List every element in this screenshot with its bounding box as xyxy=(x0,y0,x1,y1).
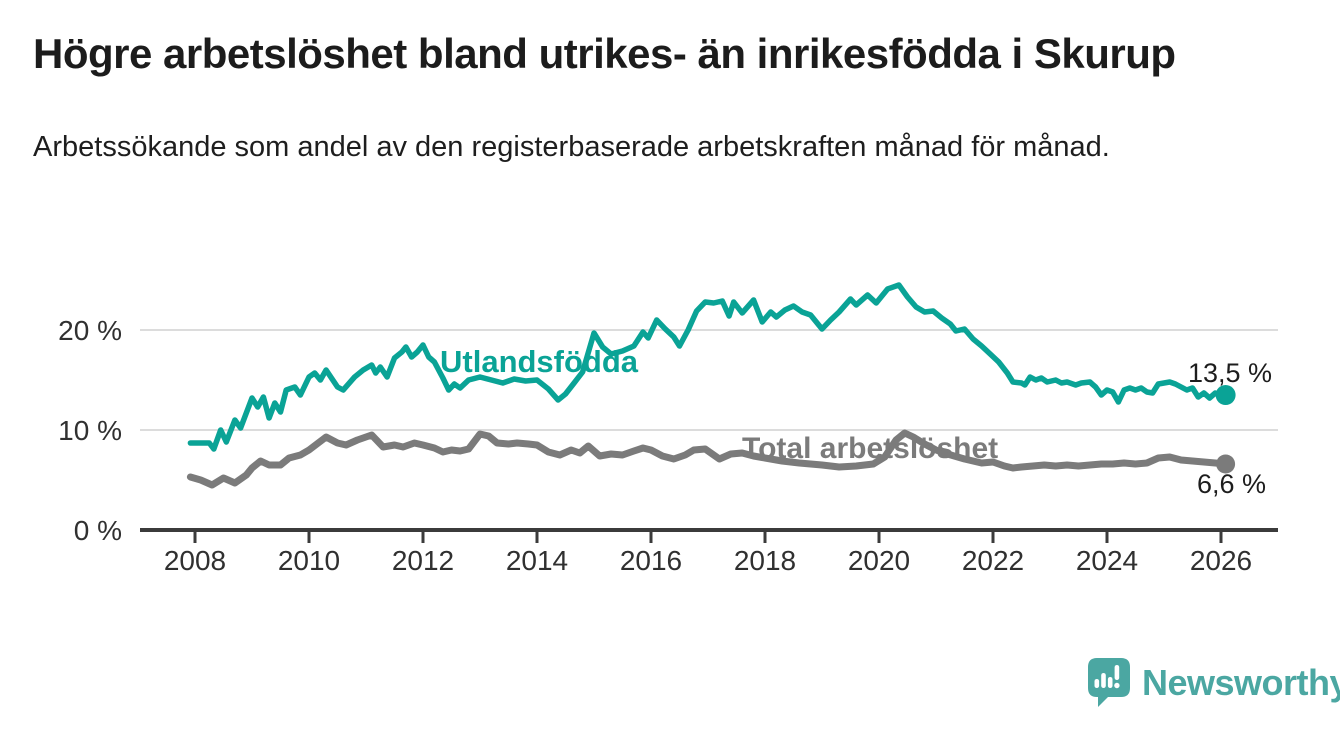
series-end-dot-total-arbetsloshet xyxy=(1216,454,1236,474)
newsworthy-logo: Newsworthy xyxy=(1086,656,1340,710)
end-value-label-total-arbetsloshet: 6,6 % xyxy=(1197,469,1267,499)
x-tick-label-2024: 2024 xyxy=(1076,545,1138,576)
page-title: Högre arbetslöshet bland utrikes- än inr… xyxy=(33,30,1176,77)
series-label-total-arbetsloshet: Total arbetslöshet xyxy=(742,432,999,465)
x-tick-label-2008: 2008 xyxy=(164,545,226,576)
x-tick-label-2012: 2012 xyxy=(392,545,454,576)
page-subtitle: Arbetssökande som andel av den registerb… xyxy=(33,131,1110,163)
x-tick-label-2014: 2014 xyxy=(506,545,568,576)
x-tick-label-2026: 2026 xyxy=(1190,545,1252,576)
series-label-utlandsfodda: Utlandsfödda xyxy=(440,344,639,379)
y-axis-label-10: 10 % xyxy=(58,415,122,446)
x-tick-label-2010: 2010 xyxy=(278,545,340,576)
series-end-dot-utlandsfodda xyxy=(1215,385,1236,405)
brand-name: Newsworthy xyxy=(1142,662,1340,703)
series-line-utlandsfodda xyxy=(187,282,1229,452)
y-axis-label-0: 0 % xyxy=(74,515,122,546)
x-tick-label-2020: 2020 xyxy=(848,545,910,576)
bar-chart-speech-bubble-icon xyxy=(1088,658,1130,707)
series-line-total-arbetsloshet xyxy=(186,429,1230,489)
y-axis-label-20: 20 % xyxy=(58,315,122,346)
x-tick-label-2018: 2018 xyxy=(734,545,796,576)
x-tick-label-2022: 2022 xyxy=(962,545,1024,576)
end-value-label-utlandsfodda: 13,5 % xyxy=(1188,358,1273,388)
x-tick-label-2016: 2016 xyxy=(620,545,682,576)
